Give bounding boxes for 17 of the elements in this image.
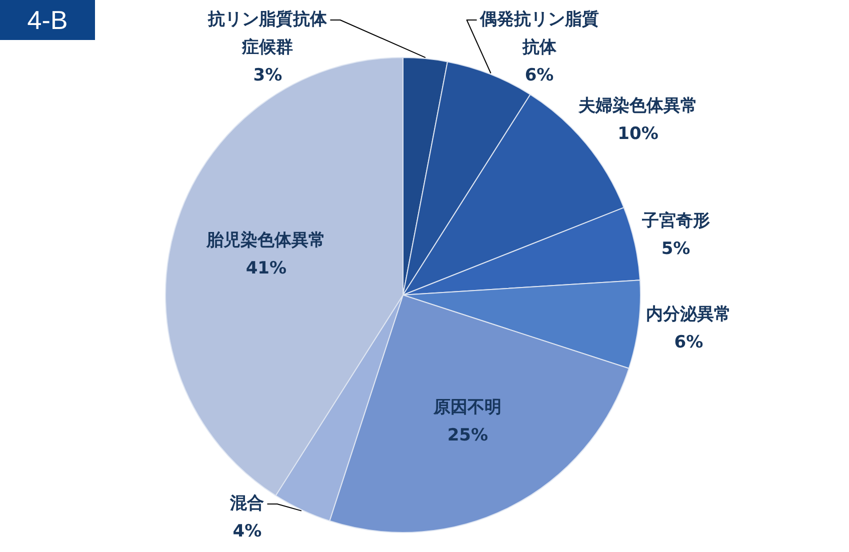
data-label: 5% bbox=[661, 238, 690, 259]
slice-label: 原因不明 bbox=[432, 397, 502, 418]
data-label: 10% bbox=[618, 124, 658, 144]
slice-label: 混合 bbox=[229, 493, 264, 514]
slice-label: 内分泌異常 bbox=[646, 304, 732, 325]
data-label: 6% bbox=[674, 332, 704, 353]
data-label: 6% bbox=[524, 65, 554, 86]
slice-label: 抗リン脂質抗体症候群 bbox=[207, 9, 328, 58]
data-label: 3% bbox=[253, 65, 282, 86]
data-label: 25% bbox=[447, 425, 488, 446]
data-label: 41% bbox=[246, 258, 287, 279]
slice-label: 子宮奇形 bbox=[640, 210, 710, 231]
data-label: 4% bbox=[232, 521, 262, 542]
slice-label: 胎児染色体異常 bbox=[206, 230, 326, 251]
slice-label: 偶発抗リン脂質抗体 bbox=[478, 9, 599, 58]
text: 4-B bbox=[0, 0, 95, 40]
slice-label: 夫婦染色体異常 bbox=[578, 96, 698, 116]
